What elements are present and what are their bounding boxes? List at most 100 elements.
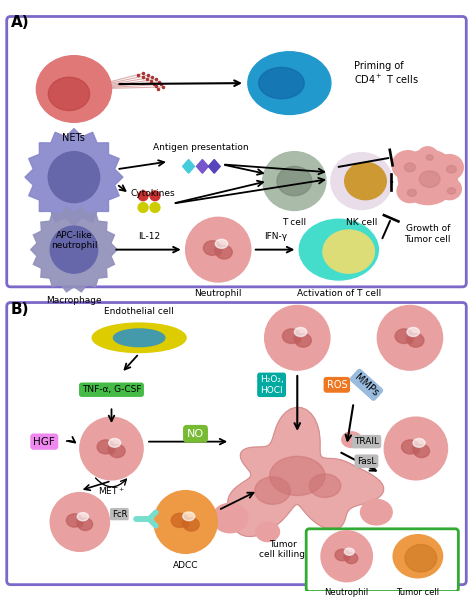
Ellipse shape xyxy=(50,226,98,273)
Text: A): A) xyxy=(11,14,29,29)
Polygon shape xyxy=(209,160,220,173)
FancyBboxPatch shape xyxy=(306,529,458,592)
Text: MMPs: MMPs xyxy=(353,372,380,398)
Text: TRAIL: TRAIL xyxy=(354,437,379,446)
Ellipse shape xyxy=(335,549,349,561)
Text: NK cell: NK cell xyxy=(346,218,377,227)
Polygon shape xyxy=(182,160,194,173)
Ellipse shape xyxy=(321,531,373,582)
Ellipse shape xyxy=(215,245,222,256)
Ellipse shape xyxy=(426,155,433,160)
Circle shape xyxy=(150,191,160,200)
Ellipse shape xyxy=(401,440,419,454)
Ellipse shape xyxy=(342,432,362,448)
Ellipse shape xyxy=(113,329,165,347)
FancyBboxPatch shape xyxy=(7,16,466,287)
Ellipse shape xyxy=(183,518,199,531)
Text: MET$^+$: MET$^+$ xyxy=(98,486,125,497)
Ellipse shape xyxy=(331,152,392,209)
Ellipse shape xyxy=(109,439,121,447)
Ellipse shape xyxy=(48,152,100,203)
Text: Antigen presentation: Antigen presentation xyxy=(153,143,248,152)
Ellipse shape xyxy=(48,77,90,110)
Text: Activation of T cell: Activation of T cell xyxy=(297,289,381,298)
Ellipse shape xyxy=(398,150,457,205)
Ellipse shape xyxy=(77,512,89,521)
Ellipse shape xyxy=(397,179,423,203)
Ellipse shape xyxy=(256,522,280,542)
Ellipse shape xyxy=(255,477,291,505)
Ellipse shape xyxy=(406,333,413,344)
Ellipse shape xyxy=(80,417,143,480)
Circle shape xyxy=(138,191,148,200)
Text: HGF: HGF xyxy=(33,437,55,446)
Text: Macrophage: Macrophage xyxy=(46,296,102,305)
Ellipse shape xyxy=(270,457,325,496)
Text: Cytokines: Cytokines xyxy=(131,189,175,198)
Ellipse shape xyxy=(393,535,443,578)
Text: NETs: NETs xyxy=(63,133,85,143)
Ellipse shape xyxy=(294,328,307,337)
Ellipse shape xyxy=(299,219,378,280)
Ellipse shape xyxy=(263,152,326,211)
Ellipse shape xyxy=(405,544,437,572)
Text: B): B) xyxy=(11,302,29,317)
Ellipse shape xyxy=(36,56,111,122)
Text: H₂O₂,
HOCl: H₂O₂, HOCl xyxy=(260,375,283,395)
Text: Neutrophil: Neutrophil xyxy=(194,289,242,298)
FancyBboxPatch shape xyxy=(7,302,466,584)
Ellipse shape xyxy=(97,440,115,454)
Polygon shape xyxy=(197,160,209,173)
Ellipse shape xyxy=(345,163,386,200)
Ellipse shape xyxy=(392,151,424,180)
Ellipse shape xyxy=(203,241,221,255)
Ellipse shape xyxy=(248,52,331,115)
Ellipse shape xyxy=(309,474,341,497)
Ellipse shape xyxy=(109,445,125,458)
Ellipse shape xyxy=(418,147,438,164)
Ellipse shape xyxy=(344,553,349,561)
Ellipse shape xyxy=(154,491,217,553)
Ellipse shape xyxy=(436,155,463,180)
Ellipse shape xyxy=(377,305,443,370)
Text: T cell: T cell xyxy=(282,218,306,227)
Text: FcR: FcR xyxy=(112,509,127,518)
Ellipse shape xyxy=(384,417,447,480)
Polygon shape xyxy=(25,128,123,226)
Ellipse shape xyxy=(413,439,425,447)
Text: Priming of
CD4$^+$ T cells: Priming of CD4$^+$ T cells xyxy=(354,61,419,86)
Text: Endothelial cell: Endothelial cell xyxy=(104,307,174,316)
Text: APC-like
neutrophil: APC-like neutrophil xyxy=(51,231,97,250)
Text: FasL: FasL xyxy=(357,457,376,466)
Ellipse shape xyxy=(50,493,109,551)
Ellipse shape xyxy=(259,67,304,99)
Ellipse shape xyxy=(77,518,83,527)
Ellipse shape xyxy=(404,163,416,172)
Ellipse shape xyxy=(408,334,424,347)
Ellipse shape xyxy=(447,188,456,194)
Text: NO: NO xyxy=(187,429,204,439)
Ellipse shape xyxy=(408,189,417,196)
Ellipse shape xyxy=(216,245,232,259)
Ellipse shape xyxy=(183,512,195,521)
Ellipse shape xyxy=(345,553,358,563)
Ellipse shape xyxy=(407,328,419,337)
Ellipse shape xyxy=(295,334,311,347)
Text: ROS: ROS xyxy=(327,380,347,390)
Text: IFN-γ: IFN-γ xyxy=(264,232,287,241)
Polygon shape xyxy=(228,407,383,536)
Ellipse shape xyxy=(283,329,301,343)
Ellipse shape xyxy=(414,445,429,458)
Ellipse shape xyxy=(92,323,186,352)
Ellipse shape xyxy=(66,514,82,527)
Polygon shape xyxy=(31,208,117,292)
Ellipse shape xyxy=(277,166,312,196)
Ellipse shape xyxy=(182,518,189,527)
Ellipse shape xyxy=(419,171,440,187)
Text: ADCC: ADCC xyxy=(173,561,198,570)
Ellipse shape xyxy=(171,514,189,527)
Text: TNF-α, G-CSF: TNF-α, G-CSF xyxy=(82,385,141,394)
Text: IL-12: IL-12 xyxy=(138,232,160,241)
Ellipse shape xyxy=(345,548,354,555)
Ellipse shape xyxy=(78,518,92,530)
